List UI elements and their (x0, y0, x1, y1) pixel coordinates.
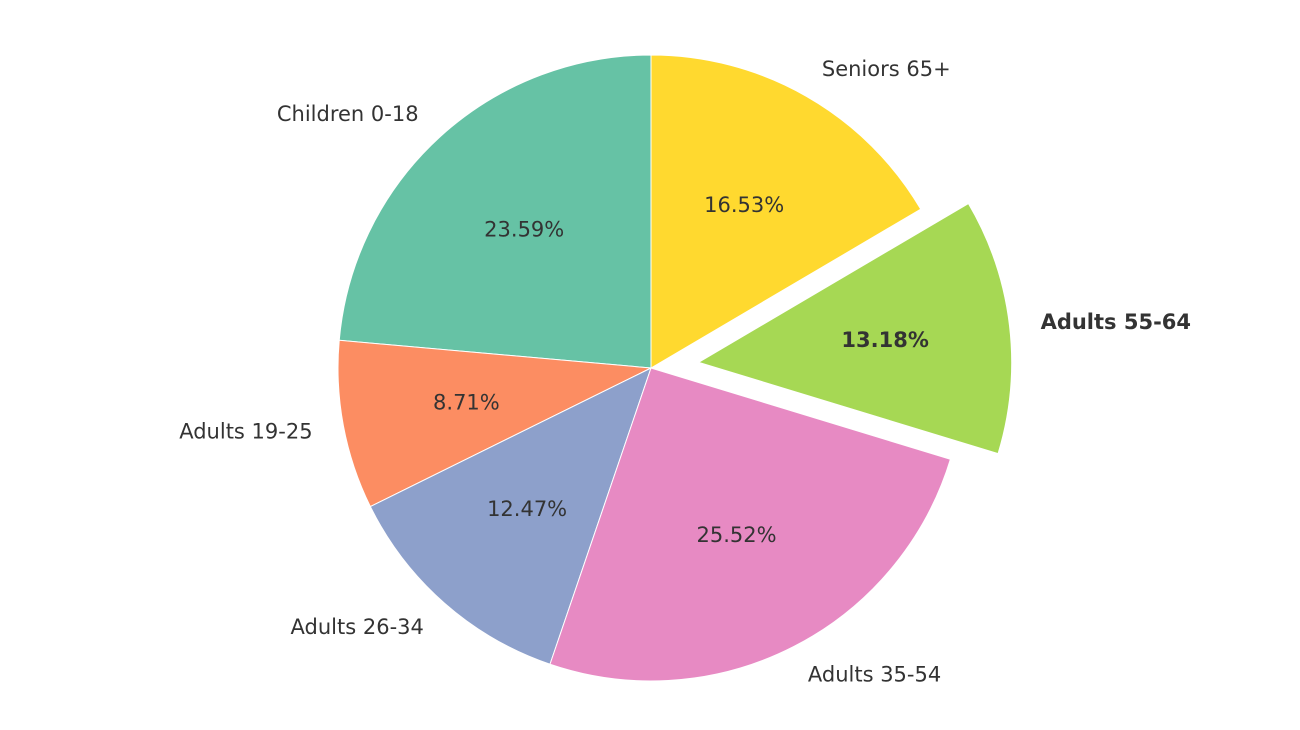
slice-percent-label: 12.47% (487, 497, 567, 521)
pie-slice (337, 339, 653, 508)
slice-percent-label: 25.52% (697, 523, 777, 547)
slice-category-label: Adults 26-34 (291, 615, 424, 639)
slice-percent-label: 8.71% (433, 391, 500, 415)
slice-category-label: Adults 19-25 (179, 419, 312, 443)
pie-slice (650, 54, 922, 369)
slice-category-label: Children 0-18 (277, 102, 419, 126)
pie-slice (369, 367, 652, 665)
slice-category-label: Adults 55-64 (1041, 310, 1191, 334)
slice-percent-label: 13.18% (841, 328, 928, 352)
slice-category-label: Seniors 65+ (822, 57, 951, 81)
pie-slice (697, 202, 1013, 455)
pie-slice (338, 54, 652, 369)
slice-percent-label: 16.53% (704, 193, 784, 217)
slice-category-label: Adults 35-54 (808, 662, 941, 686)
slice-percent-label: 23.59% (484, 217, 564, 241)
pie-slice (549, 367, 952, 682)
